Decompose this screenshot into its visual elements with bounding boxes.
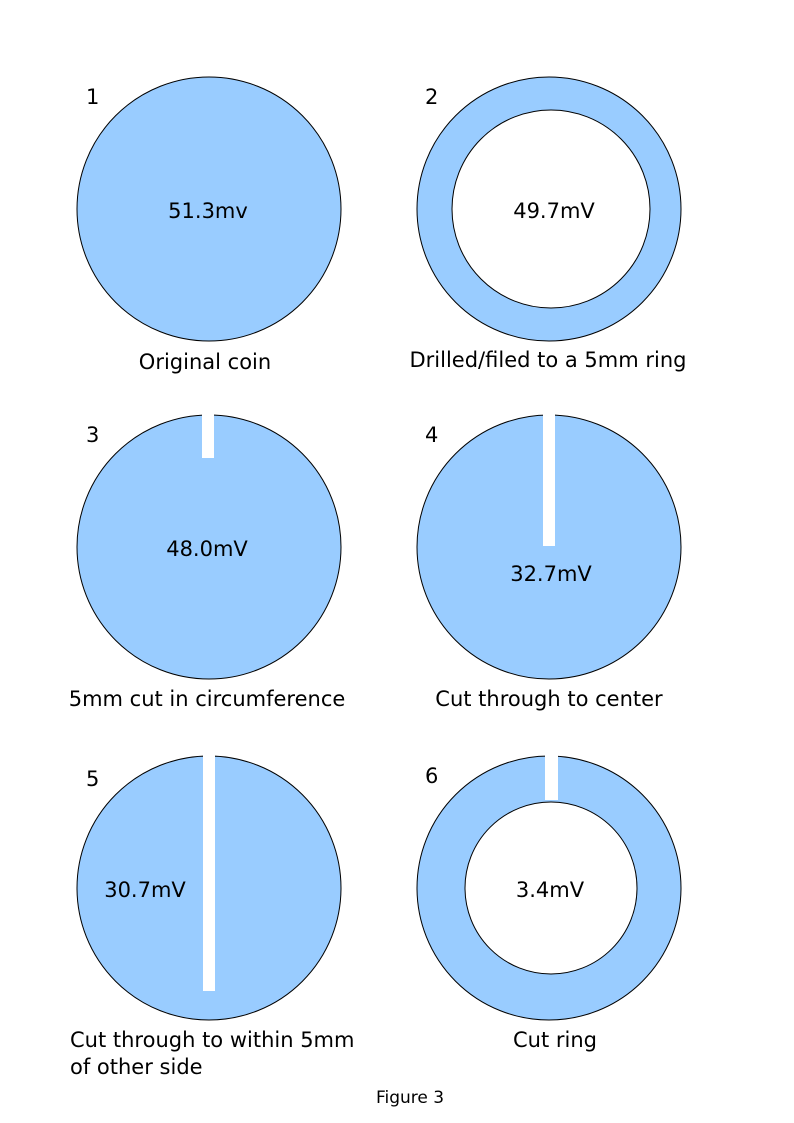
slot-cut: [543, 413, 555, 546]
panel-4: 4 32.7mV Cut through to center: [416, 413, 682, 711]
voltage-reading: 51.3mv: [168, 199, 248, 223]
voltage-reading: 49.7mV: [513, 199, 595, 223]
panel-5: 5 30.7mV Cut through to within 5mm of ot…: [70, 754, 354, 1079]
panel-caption: Drilled/filed to a 5mm ring: [410, 348, 687, 372]
panel-caption: 5mm cut in circumference: [69, 687, 346, 711]
ring-hole: [464, 801, 638, 975]
panel-number: 5: [86, 767, 99, 791]
coin-full: [76, 76, 342, 342]
panel-number: 1: [86, 85, 99, 109]
figure-caption: Figure 3: [376, 1088, 444, 1108]
panel-caption: Cut through to within 5mm: [70, 1028, 354, 1052]
panel-2: 2 49.7mV Drilled/filed to a 5mm ring: [410, 76, 687, 372]
slot-cut: [203, 754, 215, 991]
ring-hole: [451, 109, 651, 309]
panel-caption: Cut ring: [513, 1028, 597, 1052]
slot-cut: [202, 413, 214, 458]
panel-caption: Cut through to center: [435, 687, 663, 711]
voltage-reading: 32.7mV: [510, 562, 592, 586]
panel-6: 6 3.4mV Cut ring: [416, 754, 682, 1052]
panel-caption: Original coin: [139, 350, 271, 374]
panel-number: 4: [425, 423, 438, 447]
voltage-reading: 3.4mV: [516, 878, 585, 902]
voltage-reading: 30.7mV: [104, 878, 186, 902]
ring-cut: [545, 754, 558, 800]
panel-1: 1 51.3mv Original coin: [76, 76, 342, 374]
panel-caption: of other side: [70, 1055, 203, 1079]
voltage-reading: 48.0mV: [166, 537, 248, 561]
panel-3: 3 48.0mV 5mm cut in circumference: [69, 413, 346, 711]
panel-number: 6: [425, 764, 438, 788]
panel-number: 2: [425, 85, 438, 109]
panel-number: 3: [86, 423, 99, 447]
